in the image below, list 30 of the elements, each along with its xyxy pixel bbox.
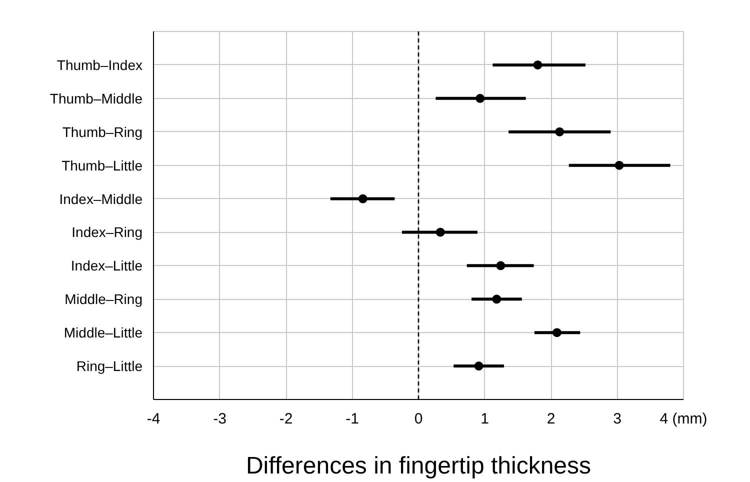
point: [555, 127, 564, 136]
y-tick-label: Thumb–Little: [62, 157, 143, 174]
x-tick-label: -2: [279, 410, 293, 428]
y-tick-label: Middle–Ring: [64, 291, 143, 308]
x-tick-label: 0: [414, 410, 423, 428]
point: [496, 261, 506, 270]
y-tick-label: Ring–Little: [76, 358, 143, 374]
point: [552, 328, 562, 338]
point: [474, 362, 484, 371]
y-tick-label: Thumb–Middle: [50, 90, 143, 106]
x-tick-label: 2: [546, 410, 556, 428]
y-tick-label: Thumb–Ring: [62, 124, 143, 140]
x-tick-label: 3: [613, 410, 622, 428]
y-tick-label: Index–Middle: [59, 190, 143, 207]
x-tick-label: -4: [146, 410, 160, 428]
x-tick-label: -1: [346, 410, 359, 428]
point: [614, 160, 624, 170]
x-tick-label: 4 (mm): [660, 410, 708, 428]
x-axis-title: Differences in fingertip thickness: [246, 452, 592, 480]
point: [533, 60, 542, 70]
point: [358, 194, 368, 204]
x-tick-label: 1: [480, 410, 489, 428]
y-tick-label: Middle–Little: [64, 324, 143, 341]
point: [492, 294, 502, 304]
point: [436, 228, 445, 237]
x-tick-label: -3: [213, 410, 226, 428]
point: [476, 94, 485, 103]
y-tick-label: Thumb–Index: [56, 56, 143, 73]
y-tick-label: Index–Little: [70, 258, 143, 274]
y-tick-label: Index–Ring: [72, 224, 142, 240]
